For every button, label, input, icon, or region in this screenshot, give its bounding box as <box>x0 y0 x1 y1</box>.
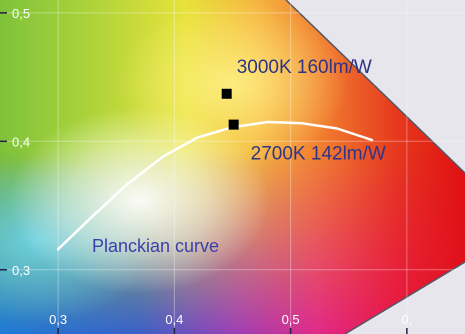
curve-label: Planckian curve <box>92 236 219 256</box>
series-layer <box>56 120 374 251</box>
axis-ticks: 0,3 0,4 0,5 0, 0,3 0,4 0,5 <box>0 6 412 334</box>
data-point-marker <box>228 119 239 130</box>
data-point-marker <box>221 88 232 99</box>
y-tick-label: 0,3 <box>12 263 30 278</box>
data-point-label: 3000K 160lm/W <box>237 57 372 78</box>
planckian-curve-line <box>56 120 374 251</box>
y-tick-label: 0,5 <box>12 6 30 21</box>
y-tick-label: 0,4 <box>12 134 30 149</box>
purple-line-edge <box>344 261 465 334</box>
data-point-label: 2700K 142lm/W <box>251 144 386 165</box>
x-tick-label: 0, <box>401 312 412 327</box>
x-tick-label: 0,5 <box>282 312 300 327</box>
x-tick-label: 0,4 <box>165 312 183 327</box>
x-tick-label: 0,3 <box>49 312 67 327</box>
spectral-locus-edge <box>285 0 465 174</box>
points-layer: 3000K 160lm/W 2700K 142lm/W <box>221 57 386 165</box>
